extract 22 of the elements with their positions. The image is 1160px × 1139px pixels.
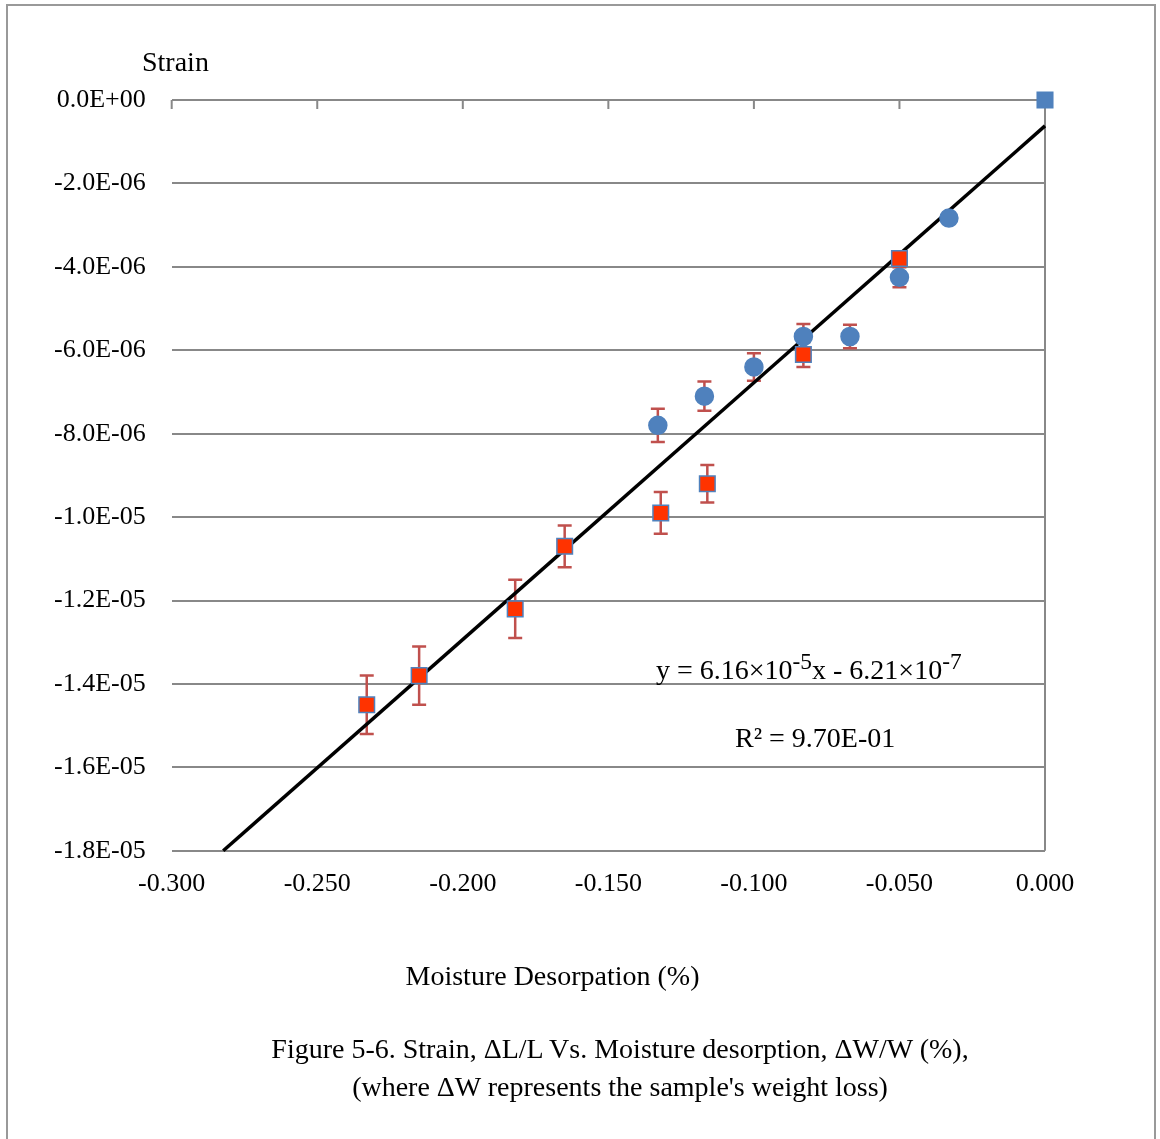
y-tick-label: 0.0E+00 xyxy=(56,83,146,113)
caption: Figure 5-6. Strain, ΔL/L Vs. Moisture desorption, ΔW/W (%), (where ΔW represents the sample's weight loss) xyxy=(270,1032,970,1104)
x-tick-label: -0.300 xyxy=(138,868,206,898)
y-tick-label: -1.4E-05 xyxy=(54,667,146,697)
x-tick-label: 0.000 xyxy=(1015,868,1075,898)
y-tick-label: -6.0E-06 xyxy=(54,334,146,364)
y-tick-label: -8.0E-06 xyxy=(54,417,146,447)
x-tick-label: -0.100 xyxy=(720,868,788,898)
x-tick-label: -0.050 xyxy=(865,868,934,898)
y-tick-label: -4.0E-06 xyxy=(54,250,146,280)
x-tick-label: -0.200 xyxy=(429,868,497,898)
x-tick-label: -0.150 xyxy=(574,868,642,898)
y-tick-label: -1.6E-05 xyxy=(54,751,146,781)
y-tick-label: -2.0E-06 xyxy=(54,167,146,197)
y-tick-label: -1.8E-05 xyxy=(54,834,146,864)
y-axis-title: Strain xyxy=(142,46,209,78)
x-tick-label: -0.250 xyxy=(283,868,351,898)
annotation: y = 6.16×10$^{-5}$x - 6.21×10$^{-7}$ xyxy=(656,648,962,687)
y-tick-label: -1.2E-05 xyxy=(54,584,146,614)
x-axis-title: Moisture Desorpation (%) xyxy=(404,960,701,992)
y-tick-label: -1.0E-05 xyxy=(54,500,146,530)
annotation: R² = 9.70E-01 xyxy=(735,722,896,754)
